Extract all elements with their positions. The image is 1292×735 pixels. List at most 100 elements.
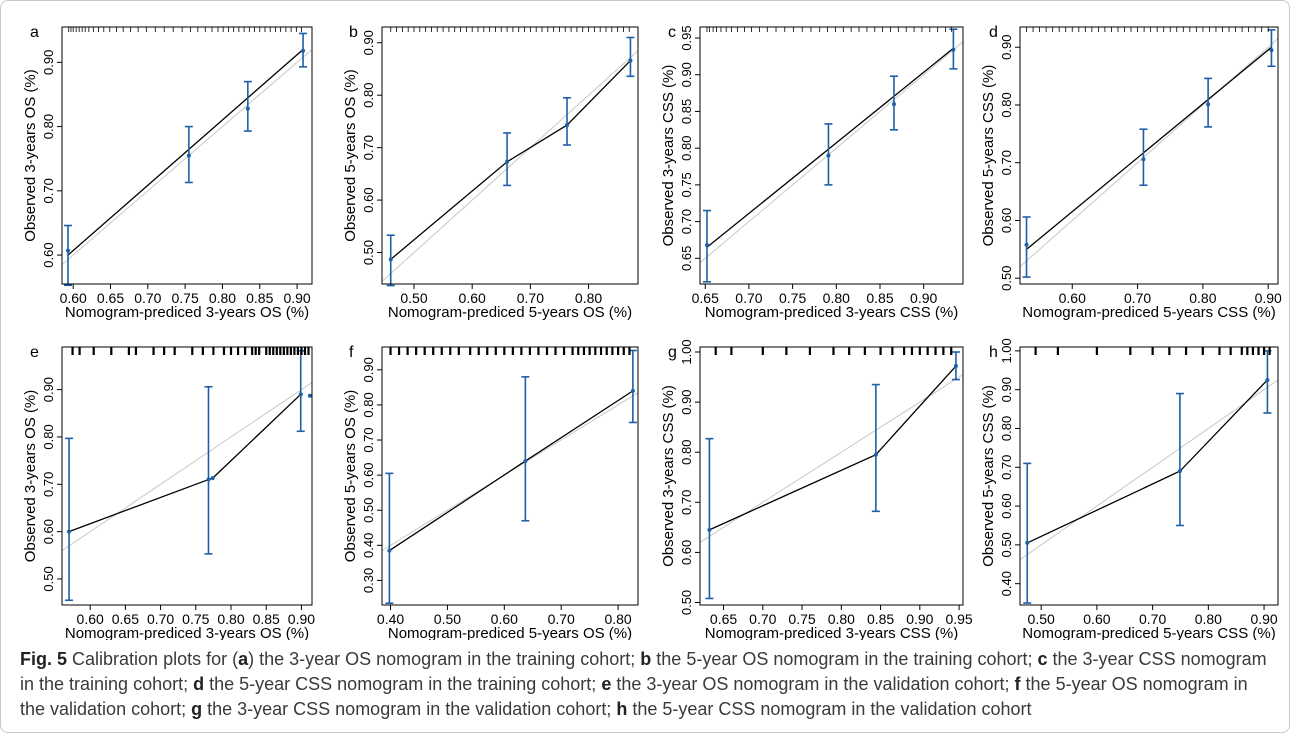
x-axis-label: Nomogram-prediced 5-years CSS (%) <box>1022 625 1275 640</box>
data-point <box>630 388 635 393</box>
data-point <box>1265 377 1270 382</box>
caption-panel-letter: f <box>1014 674 1021 694</box>
x-tick-label: 0.85 <box>866 290 893 306</box>
axis-box <box>1019 346 1279 606</box>
x-axis-label: Nomogram-prediced 5-years OS (%) <box>388 304 632 321</box>
caption-panel-letter: d <box>193 674 205 694</box>
x-tick-label: 0.85 <box>246 290 273 306</box>
ideal-diagonal-line <box>62 49 312 266</box>
panel-letter: h <box>989 344 998 361</box>
calibration-line <box>706 47 954 248</box>
x-tick-label: 0.80 <box>575 290 602 306</box>
panel-b: 0.50 0.60 0.70 0.80 0.50 0.60 0.70 0.80 0.90 Nomo… <box>342 24 639 321</box>
caption-segment: the 5-year CSS nomogram in the training … <box>204 674 602 694</box>
x-tick-label: 0.80 <box>828 611 855 627</box>
panel-letter: a <box>30 24 39 41</box>
calibration-line <box>390 60 631 260</box>
x-axis-label: Nomogram-prediced 5-years CSS (%) <box>1022 304 1275 321</box>
y-tick-label: 0.40 <box>999 571 1014 596</box>
y-tick-label: 0.80 <box>361 392 376 417</box>
y-axis-label: Observed 3-years CSS (%) <box>660 65 677 247</box>
ideal-diagonal-line <box>62 382 312 551</box>
x-tick-label: 0.50 <box>434 611 461 627</box>
x-axis-label: Nomogram-prediced 3-years CSS (%) <box>705 304 958 321</box>
data-point <box>186 153 191 158</box>
calibration-plots: 0.60 0.65 0.70 0.75 0.80 0.85 0.90 0.60 0.70 0.80… <box>22 24 1282 640</box>
x-tick-label: 0.80 <box>604 611 631 627</box>
axis-box <box>381 26 639 285</box>
y-axis-label: Observed 5-years OS (%) <box>342 69 359 242</box>
y-axis-label: Observed 3-years CSS (%) <box>660 385 677 567</box>
caption-panel-letter: e <box>601 674 612 694</box>
x-axis-label: Nomogram-prediced 3-years CSS (%) <box>705 625 958 640</box>
panel-letter: f <box>349 344 354 361</box>
y-tick-label: 0.70 <box>679 209 694 234</box>
y-tick-label: 0.70 <box>361 427 376 452</box>
figure-caption: Fig. 5 Calibration plots for (a) the 3-y… <box>20 647 1275 722</box>
x-tick-label: 0.60 <box>60 290 87 306</box>
x-tick-label: 0.60 <box>77 611 104 627</box>
y-axis-label: Observed 5-years CSS (%) <box>980 65 997 247</box>
y-tick-label: 0.70 <box>41 472 56 497</box>
y-tick-label: 0.40 <box>361 533 376 558</box>
x-tick-label: 0.60 <box>459 290 486 306</box>
panel-letter: g <box>668 344 677 361</box>
y-tick-label: 0.70 <box>999 455 1014 480</box>
y-tick-label: 0.50 <box>361 240 376 265</box>
x-tick-label: 0.60 <box>491 611 518 627</box>
x-tick-label: 0.65 <box>112 611 139 627</box>
y-tick-label: 0.90 <box>41 377 56 402</box>
panel-letter: b <box>349 24 358 41</box>
caption-segment: Calibration plots for ( <box>67 649 239 669</box>
caption-segment: the 5-year OS nomogram in the validation… <box>20 674 1248 719</box>
y-axis-label: Observed 3-years OS (%) <box>22 390 39 563</box>
x-tick-label: 0.70 <box>735 290 762 306</box>
y-tick-label: 0.80 <box>999 92 1014 117</box>
x-tick-label: 0.40 <box>377 611 404 627</box>
y-tick-label: 0.90 <box>679 389 694 414</box>
axis-box <box>1019 26 1279 285</box>
y-tick-label: 0.70 <box>41 178 56 203</box>
y-tick-label: 0.60 <box>999 493 1014 518</box>
y-tick-label: 0.90 <box>679 62 694 87</box>
y-tick-label: 1.00 <box>999 338 1014 363</box>
data-point <box>951 47 956 52</box>
x-tick-label: 0.60 <box>1059 290 1086 306</box>
x-tick-label: 0.50 <box>400 290 427 306</box>
x-tick-label: 0.90 <box>288 611 315 627</box>
y-tick-label: 0.60 <box>41 519 56 544</box>
ideal-diagonal-line <box>700 41 963 264</box>
panel-e: 0.60 0.65 0.70 0.75 0.80 0.85 0.90 0.50 0.60 0.70… <box>22 344 315 640</box>
y-tick-label: 0.50 <box>999 532 1014 557</box>
axis-box <box>699 346 964 606</box>
calibration-line <box>1026 379 1268 544</box>
y-tick-label: 0.80 <box>41 424 56 449</box>
y-tick-label: 0.50 <box>361 498 376 523</box>
caption-segment: the 3-year CSS nomogram in the validatio… <box>202 699 617 719</box>
caption-panel-letter: h <box>616 699 628 719</box>
ideal-diagonal-line <box>700 374 963 543</box>
panel-letter: d <box>989 24 998 41</box>
data-point <box>1269 48 1274 53</box>
y-tick-label: 1.00 <box>679 339 694 364</box>
data-point <box>565 123 570 128</box>
x-tick-label: 0.75 <box>788 611 815 627</box>
data-point <box>301 48 306 53</box>
x-tick-label: 0.90 <box>1250 611 1277 627</box>
panel-f: 0.40 0.50 0.60 0.70 0.80 0.30 0.40 0.50 0.60 0.70… <box>342 344 639 640</box>
y-tick-label: 0.90 <box>361 357 376 382</box>
axis-box <box>381 346 639 606</box>
caption-segment: the 5-year CSS nomogram in the validatio… <box>627 699 1032 719</box>
panel-h: 0.50 0.60 0.70 0.80 0.90 0.40 0.50 0.60 0.70 0.80… <box>980 338 1279 640</box>
y-tick-label: 0.60 <box>361 187 376 212</box>
axis-box <box>61 26 313 285</box>
y-tick-label: 0.60 <box>361 462 376 487</box>
x-tick-label: 0.70 <box>1124 290 1151 306</box>
data-point <box>873 452 878 457</box>
x-tick-label: 0.70 <box>147 611 174 627</box>
panel-letter: e <box>30 344 39 361</box>
x-tick-label: 0.70 <box>1139 611 1166 627</box>
x-tick-label: 0.50 <box>1028 611 1055 627</box>
x-tick-label: 0.95 <box>945 611 972 627</box>
